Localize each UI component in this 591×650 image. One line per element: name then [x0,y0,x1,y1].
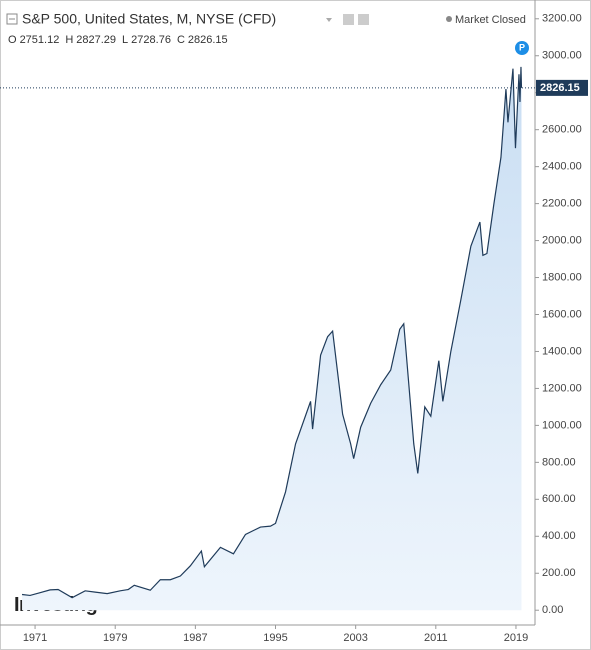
y-tick-label: 400.00 [542,530,576,542]
x-tick-label: 1995 [263,632,287,644]
ohlc: O 2751.12 H 2827.29 L 2728.76 C 2826.15 [8,34,228,46]
y-tick-label: 1400.00 [542,345,582,357]
y-tick-label: 600.00 [542,493,576,505]
ohlc-value: 2826.15 [188,34,228,46]
dropdown[interactable] [326,18,332,22]
y-tick-label: 2000.00 [542,234,582,246]
y-tick-label: 200.00 [542,567,576,579]
x-tick-label: 1987 [183,632,207,644]
y-tick-label: 2200.00 [542,198,582,210]
marker-badge [515,41,529,55]
last-price-box [536,79,588,96]
y-tick-label: 2600.00 [542,124,582,136]
x-tick-label: 1979 [103,632,127,644]
line [21,66,523,599]
last-price-label: 2826.15 [540,82,580,94]
market-status: Market Closed [455,14,526,26]
settings-icon[interactable] [343,14,354,25]
ohlc-value: 2827.29 [76,34,116,46]
x-tick-label: 2019 [504,632,528,644]
ohlc-label: H [65,34,73,46]
x-tick-label: 2011 [424,632,448,644]
ohlc-label: C [177,34,185,46]
ohlc-value: 2751.12 [20,34,60,46]
ohlc-label: L [122,34,128,46]
area [22,66,522,611]
y-tick-label: 1200.00 [542,382,582,394]
y-tick-label: 1600.00 [542,308,582,320]
gear-icon[interactable] [358,14,369,25]
marker-text: P [519,42,525,52]
status-dot [446,16,452,22]
y-tick-label: 800.00 [542,456,576,468]
ohlc-label: O [8,34,17,46]
ohlc-value: 2728.76 [131,34,171,46]
y-tick-label: 3200.00 [542,13,582,25]
y-tick-label: 3000.00 [542,50,582,62]
y-tick-label: 1800.00 [542,271,582,283]
y-tick-label: 0.00 [542,604,563,616]
x-tick-label: 1971 [23,632,47,644]
chart-title: S&P 500, United States, M, NYSE (CFD) [22,11,276,27]
collapse-icon[interactable] [6,13,18,25]
y-tick-label: 2400.00 [542,161,582,173]
x-tick-label: 2003 [343,632,367,644]
y-tick-label: 1000.00 [542,419,582,431]
